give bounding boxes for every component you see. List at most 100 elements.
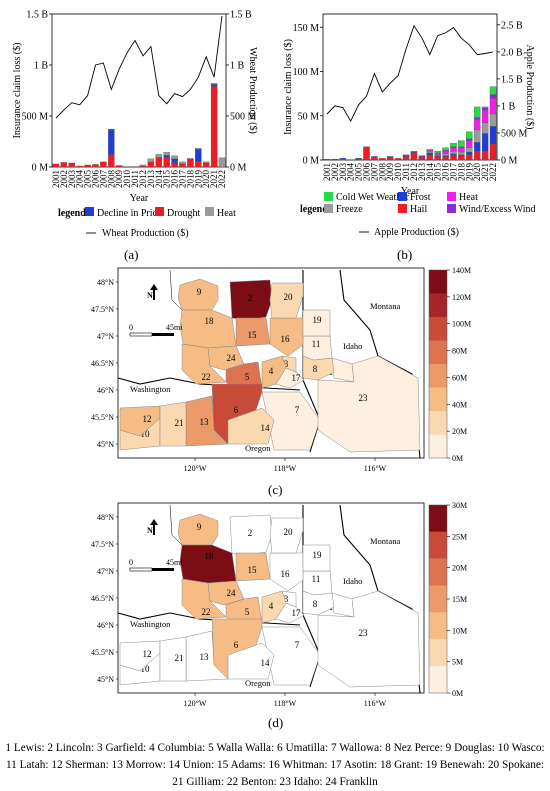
legend-label: Heat xyxy=(459,192,478,203)
county-union xyxy=(227,407,275,445)
county-umatilla xyxy=(211,618,263,680)
bar-frost-2013 xyxy=(418,156,426,158)
y2-tick-label: 2.5 B xyxy=(501,20,523,31)
legend-title: legend xyxy=(300,204,328,215)
bar-drought-2007 xyxy=(100,161,107,168)
bar-hail-2005 xyxy=(355,158,362,161)
county-garfield xyxy=(281,590,297,608)
county-walla-walla xyxy=(225,361,263,393)
county-number: 21 xyxy=(175,418,184,428)
x-tick-label: 2001 xyxy=(51,170,61,188)
x-tick-label: 2008 xyxy=(377,163,387,182)
county-wallowa xyxy=(261,391,321,451)
bar-wind-excess-wind-2019 xyxy=(466,138,473,141)
county-walla-walla xyxy=(225,596,263,628)
bar-frost-2012 xyxy=(410,151,418,154)
bar-drought-2018 xyxy=(187,159,194,168)
legend-swatch xyxy=(398,192,407,201)
county-number: 5 xyxy=(245,607,250,617)
county-number: 17 xyxy=(292,373,302,383)
state-label-oregon: Oregon xyxy=(245,443,271,453)
x-tick-label: 2021 xyxy=(209,170,219,188)
bar-heat-2014 xyxy=(155,154,163,158)
lat-label: 46.5°N xyxy=(91,594,114,603)
x-tick-label: 2004 xyxy=(346,163,356,182)
scale-distance: 45mi xyxy=(166,323,183,332)
y-tick-label: 150 M xyxy=(293,23,320,34)
county-asotin xyxy=(275,367,305,389)
lon-label: 118°W xyxy=(274,464,297,473)
x-tick-label: 2007 xyxy=(98,170,108,189)
county-idaho xyxy=(317,355,421,453)
north-arrow-icon xyxy=(150,519,158,535)
county-number: 3 xyxy=(284,359,289,369)
bar-drought-2002 xyxy=(60,162,68,168)
bar-frost-2009 xyxy=(386,156,394,158)
bar-wind-excess-wind-2018 xyxy=(458,146,465,148)
x-tick-label: 2021 xyxy=(480,163,490,181)
county-columbia xyxy=(261,355,287,389)
scale-zero: 0 xyxy=(129,558,133,567)
bar-hail-2014 xyxy=(426,154,434,161)
bar-wind-excess-wind-2020 xyxy=(473,117,481,120)
production-line-a xyxy=(55,15,223,119)
county-number: 14 xyxy=(261,658,271,668)
scale-bar-white xyxy=(129,567,153,572)
bar-freeze-2020 xyxy=(473,129,481,143)
county-wasco xyxy=(119,652,161,686)
bar-heat-2012 xyxy=(410,151,418,153)
plot-frame-b xyxy=(322,13,498,161)
bar-drought-2021 xyxy=(210,86,218,168)
state-border-montana xyxy=(339,504,421,694)
map-frame xyxy=(117,267,425,459)
county-franklin xyxy=(207,345,245,371)
bar-heat-2017 xyxy=(179,161,186,165)
bar-frost-2020 xyxy=(473,142,481,152)
bar-cold-wet-weather-2014 xyxy=(426,149,434,151)
y-tick-label: 500 M xyxy=(22,112,49,123)
bar-drought-2009 xyxy=(115,165,123,168)
bar-hail-2012 xyxy=(410,152,418,161)
county-number: 24 xyxy=(227,353,237,363)
bar-heat-2011 xyxy=(402,154,410,156)
county-lincoln xyxy=(229,279,273,321)
county-number: 23 xyxy=(359,393,369,403)
x-tick-label: 2003 xyxy=(67,170,77,189)
bar-heat-2019 xyxy=(466,140,473,148)
state-border-idaho xyxy=(302,505,321,688)
bar-heat-2016 xyxy=(442,151,449,154)
bar-hail-2021 xyxy=(481,151,489,161)
x-tick-label: 2009 xyxy=(385,163,395,182)
state-label-oregon: Oregon xyxy=(245,678,271,688)
bar-hail-2006 xyxy=(363,146,370,161)
bar-drought-2005 xyxy=(84,164,91,168)
x-axis-label: Year xyxy=(130,193,149,204)
county-number: 22 xyxy=(202,372,211,382)
legend-swatch xyxy=(85,207,94,216)
colorbar-label: 20M xyxy=(452,564,467,573)
county-gilliam xyxy=(159,401,187,447)
bar-hail-2003 xyxy=(339,158,347,161)
x-tick-label: 2019 xyxy=(193,170,203,189)
chart-a: 0 M 500 M 1 B 1.5 B 0 M 500 M 1 B 1.5 B 20012002… xyxy=(12,10,258,240)
x-tick-label: 2013 xyxy=(417,163,427,182)
colorbar-label: 120M xyxy=(452,293,471,302)
lat-label: 45°N xyxy=(97,440,114,449)
bar-cold-wet-weather-2018 xyxy=(458,140,465,147)
bar-drought-2015 xyxy=(163,157,170,168)
plot-frame-a xyxy=(51,13,227,168)
y2-axis-label: Apple Production ($) xyxy=(524,45,535,130)
x-tick-label: 2019 xyxy=(464,163,474,182)
bar-wind-excess-wind-2021 xyxy=(481,107,489,111)
state-label-idaho: Idaho xyxy=(343,576,362,586)
bar-heat-2014 xyxy=(426,150,434,152)
x-tick-label: 2020 xyxy=(201,170,211,189)
x-tick-label: 2006 xyxy=(362,163,372,182)
county-adams xyxy=(235,317,271,347)
lat-label: 47°N xyxy=(97,332,114,341)
county-asotin xyxy=(275,602,305,624)
lat-label: 45.5°N xyxy=(91,648,114,657)
legend-label: Hail xyxy=(410,204,427,215)
colorbar-bin xyxy=(429,340,447,364)
